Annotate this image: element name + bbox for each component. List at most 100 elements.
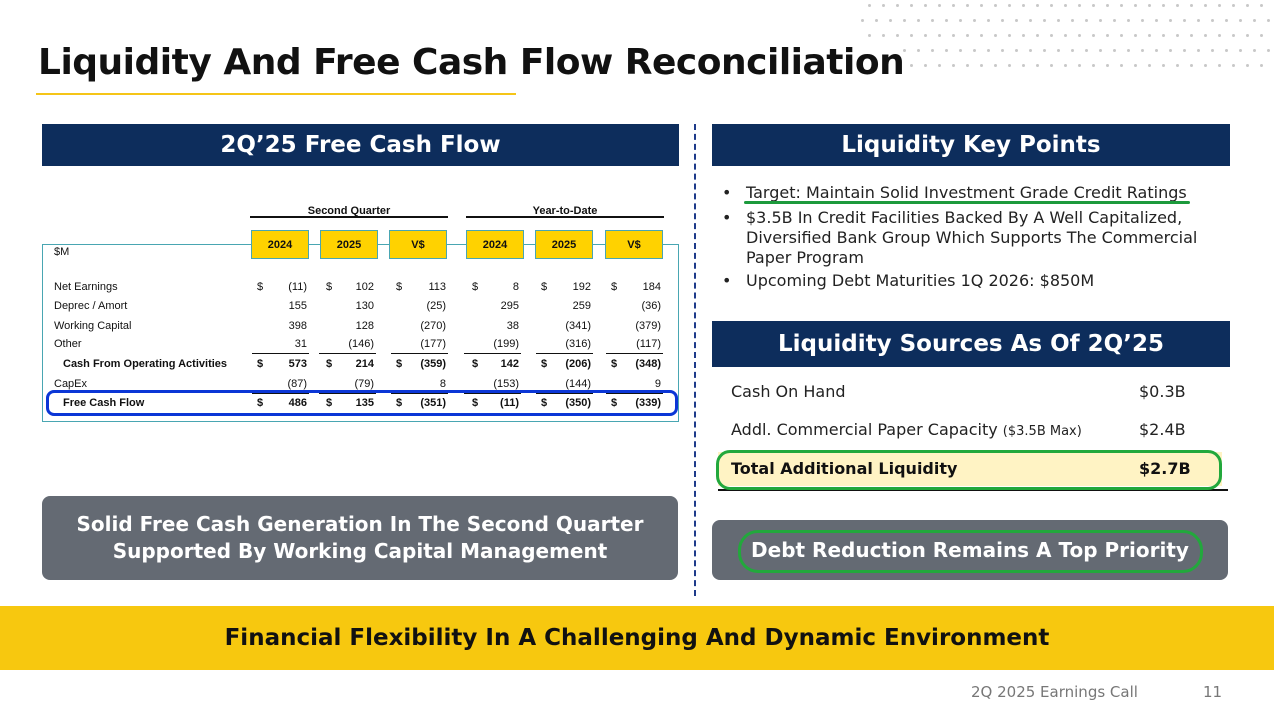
- decorative-dot: [1239, 49, 1242, 52]
- decorative-dot: [1155, 49, 1158, 52]
- decorative-dot: [1190, 64, 1193, 67]
- total-liquidity-value: $2.7B: [1139, 459, 1191, 478]
- table-cell: (153): [493, 378, 519, 390]
- decorative-dot: [980, 4, 983, 7]
- table-cell: (270): [420, 320, 446, 332]
- source-value-commercial-paper: $2.4B: [1139, 420, 1186, 439]
- free-cash-flow-header: 2Q’25 Free Cash Flow: [42, 124, 679, 166]
- decorative-dot: [1211, 49, 1214, 52]
- decorative-dot: [910, 34, 913, 37]
- decorative-dot: [896, 4, 899, 7]
- slide-title: Liquidity And Free Cash Flow Reconciliat…: [38, 42, 905, 83]
- decorative-dot: [938, 4, 941, 7]
- fcf-callout-line-1: Solid Free Cash Generation In The Second…: [76, 512, 644, 536]
- decorative-dot: [1232, 4, 1235, 7]
- decorative-dot: [1085, 19, 1088, 22]
- table-cell: 38: [506, 320, 519, 332]
- table-cell: (348): [635, 358, 661, 370]
- row-label: Free Cash Flow: [63, 397, 145, 409]
- decorative-dot: [1204, 64, 1207, 67]
- decorative-dot: [1162, 4, 1165, 7]
- decorative-dot: [924, 34, 927, 37]
- col-header-ytd-2024: 2024: [466, 230, 524, 259]
- decorative-dot: [980, 34, 983, 37]
- decorative-dot: [959, 49, 962, 52]
- col-header-ytd-2025: 2025: [535, 230, 593, 259]
- decorative-dot: [1169, 49, 1172, 52]
- decorative-dot: [1078, 4, 1081, 7]
- debt-reduction-highlight: [738, 530, 1203, 573]
- decorative-dot: [938, 64, 941, 67]
- source-value-cash: $0.3B: [1139, 382, 1186, 401]
- currency-symbol: $: [396, 281, 403, 293]
- table-cell: 295: [500, 300, 519, 312]
- decorative-dot: [1113, 49, 1116, 52]
- decorative-dot: [1120, 64, 1123, 67]
- decorative-dot: [931, 19, 934, 22]
- decorative-dot: [1253, 49, 1256, 52]
- decorative-dot: [973, 19, 976, 22]
- decorative-dot: [938, 34, 941, 37]
- decorative-dot: [1197, 49, 1200, 52]
- total-liquidity-label: Total Additional Liquidity: [731, 459, 958, 478]
- currency-symbol: $: [257, 397, 264, 409]
- subtotal-rule: [252, 353, 309, 354]
- decorative-dot: [1211, 19, 1214, 22]
- row-label: Working Capital: [54, 320, 132, 332]
- decorative-dot: [1099, 49, 1102, 52]
- group-rule-second-quarter: [250, 216, 448, 218]
- table-cell: (25): [426, 300, 446, 312]
- decorative-dot: [1183, 19, 1186, 22]
- currency-symbol: $: [541, 358, 548, 370]
- decorative-dot: [1176, 34, 1179, 37]
- total-liquidity-row: [718, 452, 1222, 486]
- decorative-dot: [1036, 4, 1039, 7]
- decorative-dot: [1190, 4, 1193, 7]
- decorative-dot: [1218, 4, 1221, 7]
- decorative-dot: [1120, 34, 1123, 37]
- group-header-year-to-date: Year-to-Date: [532, 205, 598, 217]
- table-cell: (206): [565, 358, 591, 370]
- bottom-banner: Financial Flexibility In A Challenging A…: [0, 606, 1274, 670]
- table-cell: (359): [420, 358, 446, 370]
- decorative-dot: [1176, 64, 1179, 67]
- liquidity-key-points-header: Liquidity Key Points: [712, 124, 1230, 166]
- bullet-icon: •: [722, 183, 732, 202]
- total-liquidity-highlight: [716, 450, 1222, 490]
- decorative-dot: [1127, 19, 1130, 22]
- footer-event: 2Q 2025 Earnings Call: [971, 683, 1138, 701]
- currency-symbol: $: [472, 397, 479, 409]
- currency-symbol: $: [326, 358, 333, 370]
- decorative-dot: [1155, 19, 1158, 22]
- decorative-dot: [1064, 34, 1067, 37]
- table-cell: (117): [636, 338, 661, 350]
- source-label: Cash On Hand: [731, 382, 846, 401]
- decorative-dot: [945, 49, 948, 52]
- table-cell: (11): [500, 397, 519, 409]
- decorative-dot: [924, 64, 927, 67]
- table-cell: 184: [642, 281, 661, 293]
- decorative-dot: [931, 49, 934, 52]
- decorative-dot: [1029, 49, 1032, 52]
- bullet-icon: •: [722, 208, 732, 227]
- decorative-dot: [1127, 49, 1130, 52]
- decorative-dot: [1246, 64, 1249, 67]
- decorative-dot: [966, 34, 969, 37]
- subtotal-rule: [391, 393, 448, 394]
- decorative-dot-grid: [850, 0, 1274, 80]
- currency-symbol: $: [472, 358, 479, 370]
- decorative-dot: [1106, 4, 1109, 7]
- decorative-dot: [1008, 64, 1011, 67]
- table-cell: 259: [572, 300, 591, 312]
- decorative-dot: [924, 4, 927, 7]
- table-cell: (11): [288, 281, 307, 293]
- currency-symbol: $: [611, 358, 618, 370]
- source-row-commercial-paper: Addl. Commercial Paper Capacity ($3.5B M…: [731, 420, 1082, 439]
- subtotal-rule: [606, 393, 663, 394]
- decorative-dot: [1022, 64, 1025, 67]
- decorative-dot: [861, 19, 864, 22]
- title-underline: [36, 93, 516, 95]
- decorative-dot: [903, 49, 906, 52]
- decorative-dot: [1120, 4, 1123, 7]
- decorative-dot: [1001, 49, 1004, 52]
